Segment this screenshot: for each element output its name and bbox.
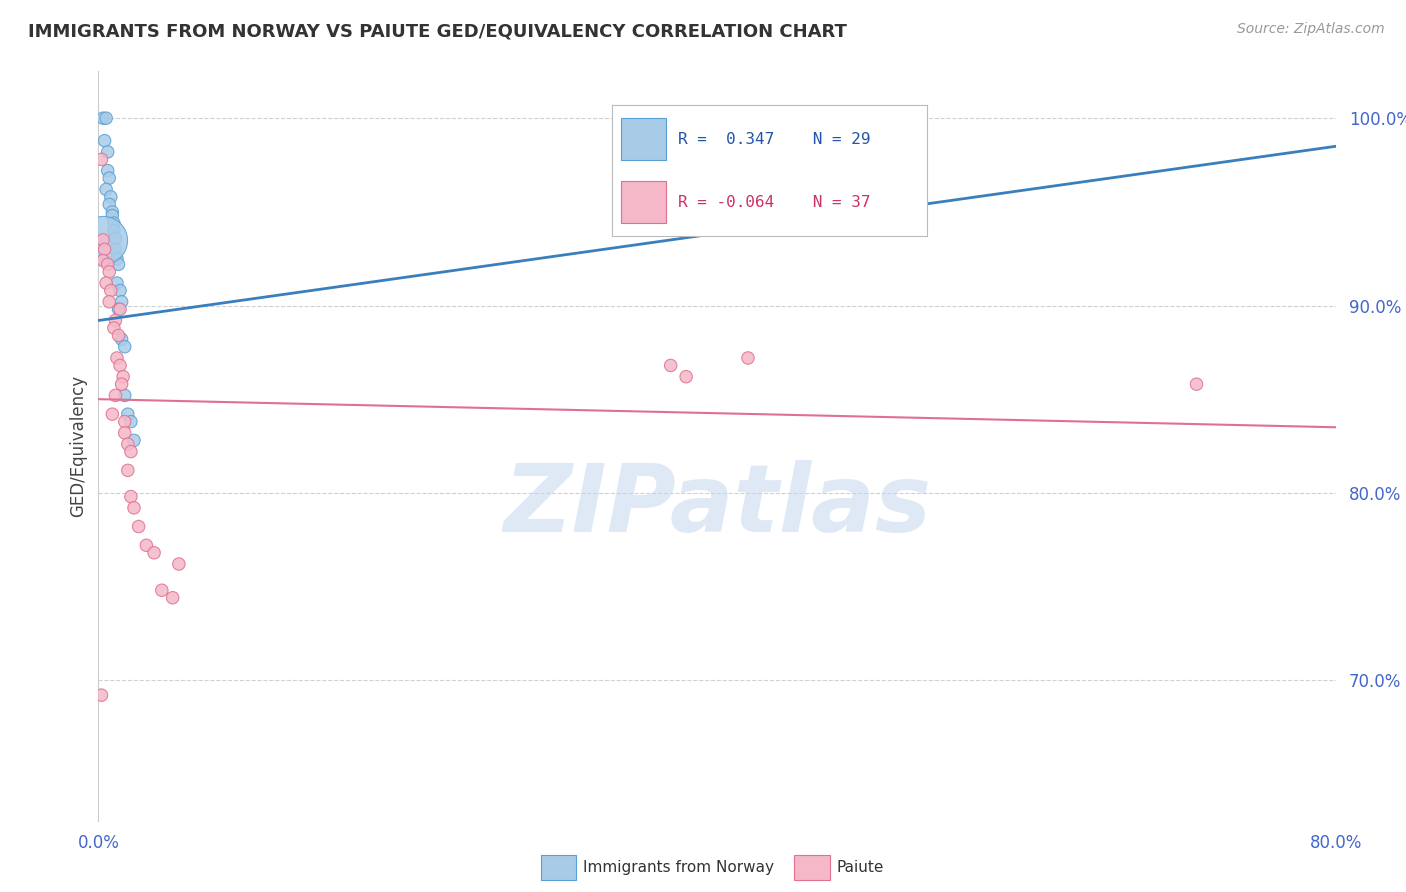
Point bbox=[96, 276, 118, 290]
Point bbox=[108, 302, 131, 317]
Point bbox=[107, 328, 129, 343]
Point bbox=[108, 284, 131, 298]
Point bbox=[128, 519, 150, 533]
Point bbox=[93, 134, 115, 148]
Point bbox=[108, 359, 131, 373]
Point bbox=[103, 321, 125, 335]
Point bbox=[93, 243, 115, 257]
Point bbox=[150, 583, 173, 598]
Text: Source: ZipAtlas.com: Source: ZipAtlas.com bbox=[1237, 22, 1385, 37]
Point bbox=[114, 415, 136, 429]
Point bbox=[104, 231, 127, 245]
Point bbox=[96, 182, 118, 196]
Point bbox=[114, 340, 136, 354]
Point bbox=[111, 294, 132, 309]
Point bbox=[107, 257, 129, 271]
Point bbox=[167, 557, 190, 571]
Point bbox=[104, 388, 127, 402]
Point bbox=[101, 209, 124, 223]
Y-axis label: GED/Equivalency: GED/Equivalency bbox=[69, 375, 87, 517]
Point bbox=[659, 359, 682, 373]
Point bbox=[97, 257, 120, 271]
Point bbox=[101, 407, 124, 421]
Point bbox=[104, 313, 127, 327]
Point bbox=[675, 369, 697, 384]
Point bbox=[90, 153, 112, 167]
Point bbox=[98, 171, 121, 186]
Point bbox=[122, 500, 145, 515]
Point bbox=[111, 377, 132, 392]
Point bbox=[114, 388, 136, 402]
Point bbox=[117, 463, 139, 477]
Point bbox=[104, 243, 127, 257]
Point bbox=[107, 302, 129, 317]
Point bbox=[1185, 377, 1208, 392]
Point bbox=[100, 190, 122, 204]
Point bbox=[91, 233, 114, 247]
Text: Paiute: Paiute bbox=[837, 861, 884, 875]
Point bbox=[117, 407, 139, 421]
Point bbox=[91, 112, 114, 126]
Point bbox=[98, 265, 121, 279]
Point bbox=[91, 253, 114, 268]
Point bbox=[105, 252, 128, 266]
Point bbox=[162, 591, 184, 605]
Point bbox=[135, 538, 157, 552]
Text: IMMIGRANTS FROM NORWAY VS PAIUTE GED/EQUIVALENCY CORRELATION CHART: IMMIGRANTS FROM NORWAY VS PAIUTE GED/EQU… bbox=[28, 22, 846, 40]
Point bbox=[97, 163, 120, 178]
Point bbox=[111, 332, 132, 346]
Point bbox=[117, 437, 139, 451]
Point bbox=[100, 284, 122, 298]
Point bbox=[143, 546, 166, 560]
Point bbox=[120, 444, 142, 458]
Point bbox=[101, 205, 124, 219]
Text: ZIPatlas: ZIPatlas bbox=[503, 460, 931, 552]
Point bbox=[122, 434, 145, 448]
Point bbox=[91, 233, 114, 247]
Point bbox=[90, 688, 112, 702]
Point bbox=[98, 294, 121, 309]
Point bbox=[105, 351, 128, 365]
Point bbox=[120, 415, 142, 429]
Point bbox=[112, 369, 135, 384]
Point bbox=[105, 276, 128, 290]
Point bbox=[114, 425, 136, 440]
Point bbox=[98, 197, 121, 211]
Text: Immigrants from Norway: Immigrants from Norway bbox=[583, 861, 775, 875]
Point bbox=[737, 351, 759, 365]
Point bbox=[103, 224, 125, 238]
Point bbox=[103, 216, 125, 230]
Point bbox=[96, 112, 118, 126]
Point bbox=[97, 145, 120, 159]
Point bbox=[120, 490, 142, 504]
Point bbox=[628, 145, 651, 159]
